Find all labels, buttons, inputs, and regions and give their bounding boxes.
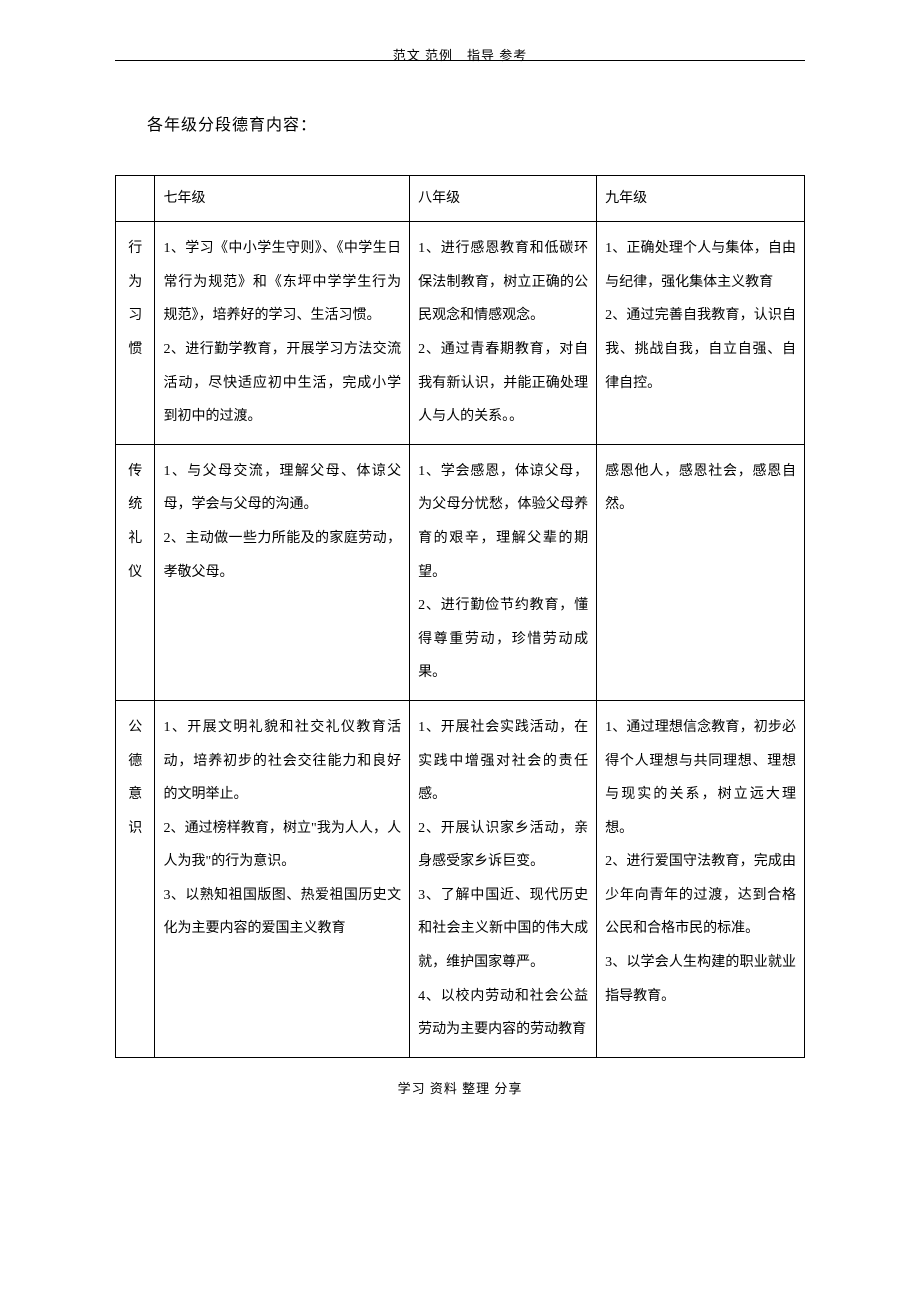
moral-education-table: 七年级 八年级 九年级 行 为 习 惯 1、学习《中小学生守则》、《中学生日常行… bbox=[115, 175, 805, 1058]
label-char: 为 bbox=[124, 266, 146, 300]
label-char: 识 bbox=[124, 812, 146, 846]
page-header: 范文 范例 指导 参考 bbox=[115, 45, 805, 64]
label-char: 公 bbox=[124, 711, 146, 745]
header-grade9: 九年级 bbox=[597, 176, 805, 222]
row-label-tradition: 传 统 礼 仪 bbox=[116, 444, 155, 700]
label-char: 礼 bbox=[124, 522, 146, 556]
table-row: 行 为 习 惯 1、学习《中小学生守则》、《中学生日常行为规范》和《东坪中学学生… bbox=[116, 222, 805, 445]
table-row: 公 德 意 识 1、开展文明礼貌和社交礼仪教育活动，培养初步的社会交往能力和良好… bbox=[116, 700, 805, 1057]
header-empty-cell bbox=[116, 176, 155, 222]
cell-morality-g9: 1、通过理想信念教育，初步必得个人理想与共同理想、理想与现实的关系，树立远大理想… bbox=[597, 700, 805, 1057]
cell-behavior-g8: 1、进行感恩教育和低碳环保法制教育，树立正确的公民观念和情感观念。2、通过青春期… bbox=[410, 222, 597, 445]
row-label-behavior: 行 为 习 惯 bbox=[116, 222, 155, 445]
page-container: 范文 范例 指导 参考 各年级分段德育内容： 七年级 八年级 九年级 行 为 习… bbox=[0, 0, 920, 1137]
header-grade7: 七年级 bbox=[155, 176, 410, 222]
label-char: 惯 bbox=[124, 333, 146, 367]
page-footer: 学习 资料 整理 分享 bbox=[115, 1078, 805, 1097]
header-grade8: 八年级 bbox=[410, 176, 597, 222]
cell-tradition-g7: 1、与父母交流，理解父母、体谅父母，学会与父母的沟通。2、主动做一些力所能及的家… bbox=[155, 444, 410, 700]
row-label-morality: 公 德 意 识 bbox=[116, 700, 155, 1057]
header-divider: 范文 范例 指导 参考 bbox=[115, 60, 805, 61]
cell-morality-g8: 1、开展社会实践活动，在实践中增强对社会的责任感。2、开展认识家乡活动，亲身感受… bbox=[410, 700, 597, 1057]
cell-behavior-g7: 1、学习《中小学生守则》、《中学生日常行为规范》和《东坪中学学生行为规范》，培养… bbox=[155, 222, 410, 445]
section-title: 各年级分段德育内容： bbox=[115, 111, 805, 135]
label-char: 德 bbox=[124, 745, 146, 779]
table-header-row: 七年级 八年级 九年级 bbox=[116, 176, 805, 222]
label-char: 行 bbox=[124, 232, 146, 266]
label-char: 传 bbox=[124, 455, 146, 489]
cell-tradition-g8: 1、学会感恩，体谅父母，为父母分忧愁，体验父母养育的艰辛，理解父辈的期望。2、进… bbox=[410, 444, 597, 700]
label-char: 仪 bbox=[124, 556, 146, 590]
cell-morality-g7: 1、开展文明礼貌和社交礼仪教育活动，培养初步的社会交往能力和良好的文明举止。2、… bbox=[155, 700, 410, 1057]
cell-tradition-g9: 感恩他人，感恩社会，感恩自然。 bbox=[597, 444, 805, 700]
label-char: 统 bbox=[124, 488, 146, 522]
label-char: 意 bbox=[124, 778, 146, 812]
label-char: 习 bbox=[124, 299, 146, 333]
table-row: 传 统 礼 仪 1、与父母交流，理解父母、体谅父母，学会与父母的沟通。2、主动做… bbox=[116, 444, 805, 700]
cell-behavior-g9: 1、正确处理个人与集体，自由与纪律，强化集体主义教育2、通过完善自我教育，认识自… bbox=[597, 222, 805, 445]
